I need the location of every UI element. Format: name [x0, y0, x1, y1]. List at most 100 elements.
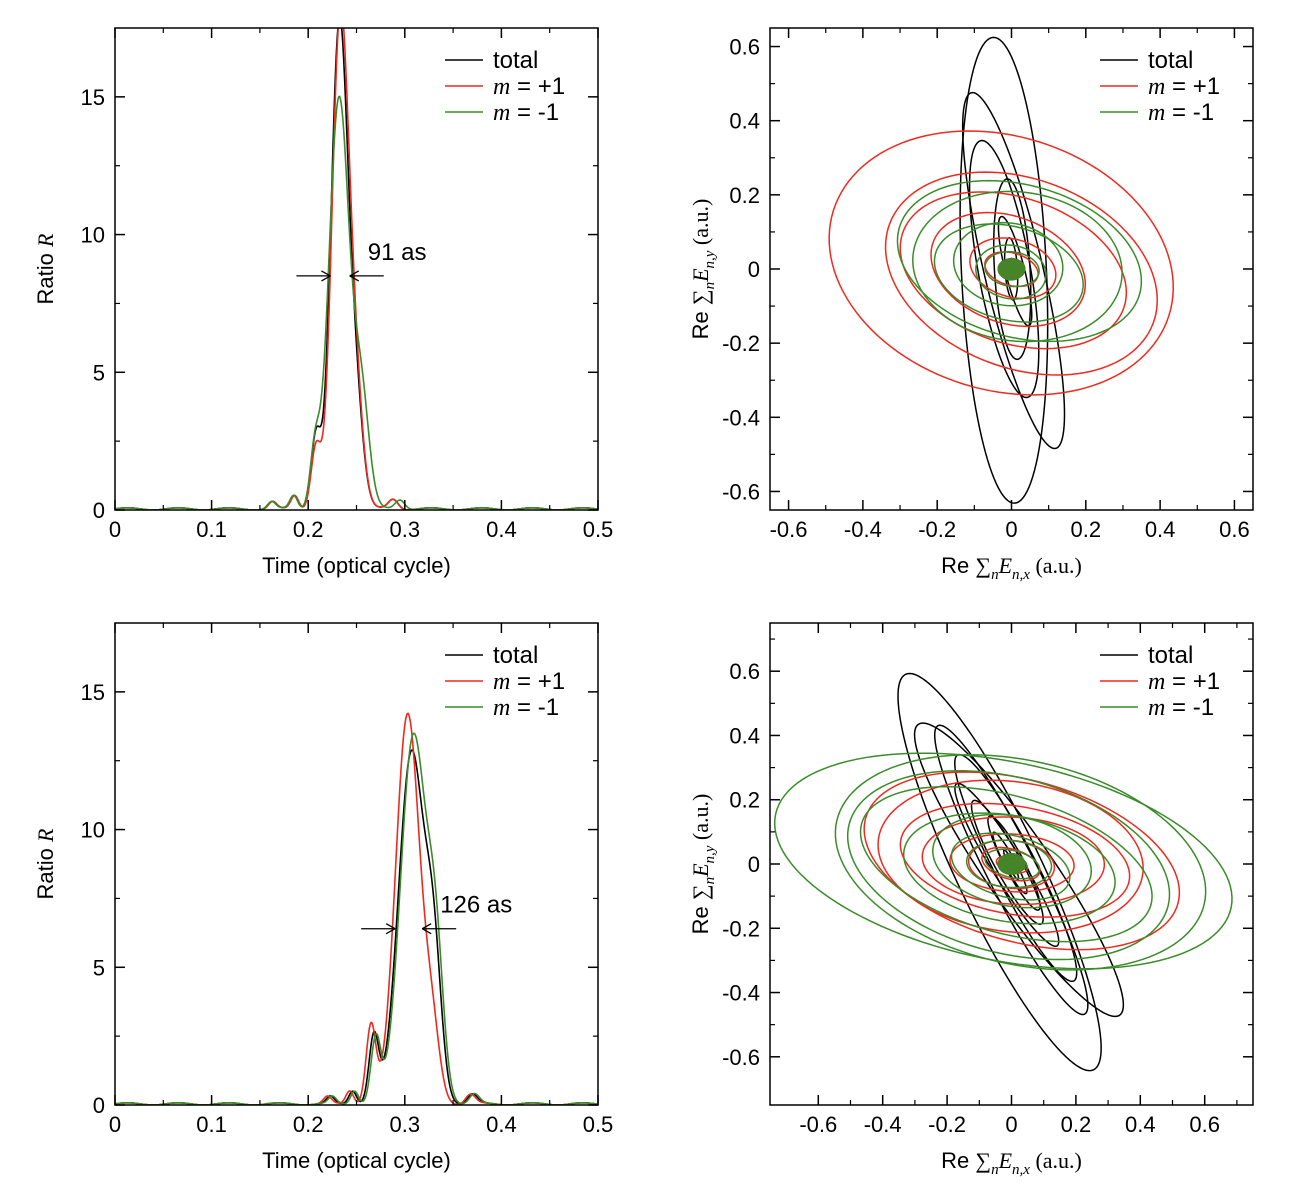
x-label-sub: n: [991, 567, 999, 583]
fwhm-arrowhead-left: [321, 270, 331, 282]
y-tick-label: 10: [81, 818, 105, 843]
legend-var: m: [1148, 695, 1165, 721]
x-label-unit: (a.u.): [1030, 553, 1082, 578]
ellipse-ring: [863, 771, 1181, 951]
x-label-text: Re: [941, 1148, 975, 1173]
x-tick-label: 0.2: [1061, 1112, 1092, 1137]
y-axis-label: Ratio R: [33, 828, 58, 899]
ellipse-ring: [899, 802, 1131, 918]
x-tick-label: -0.2: [928, 1112, 966, 1137]
ellipse-ring: [834, 754, 1207, 971]
y-label-sub: n: [702, 877, 718, 885]
ellipse-ring: [961, 91, 1066, 450]
center-blob: [997, 853, 1026, 875]
y-tick-label: 0: [748, 852, 760, 877]
y-label-sub: n: [702, 282, 718, 290]
legend-var: m: [493, 695, 510, 721]
legend-label: m = +1: [1148, 668, 1220, 695]
y-tick-label: 5: [93, 955, 105, 980]
y-label-var: E: [688, 863, 713, 878]
legend-val: = +1: [1165, 668, 1220, 695]
x-tick-label: 0: [1005, 517, 1017, 542]
x-label-var: E: [998, 1148, 1013, 1173]
x-tick-label: 0.6: [1219, 517, 1250, 542]
legend-label: m = -1: [493, 99, 559, 126]
legend-label: m = +1: [493, 73, 565, 100]
ellipse-ring: [992, 178, 1032, 361]
fwhm-arrowhead-right: [421, 923, 432, 935]
x-tick-label: 0: [1005, 1112, 1017, 1137]
x-tick-label: 0.4: [1145, 517, 1176, 542]
y-axis-label: Re ∑nEn,y (a.u.): [688, 199, 718, 340]
y-tick-label: 10: [81, 223, 105, 248]
legend-val: = +1: [510, 73, 565, 100]
x-tick-label: -0.2: [918, 517, 956, 542]
series-line-m1: [115, 732, 598, 1105]
legend-var: m: [493, 100, 510, 126]
legend-label: m = +1: [1148, 73, 1220, 100]
plot-area: [773, 672, 1233, 1072]
x-tick-label: 0.1: [196, 1112, 227, 1137]
y-tick-label: 5: [93, 360, 105, 385]
y-tick-label: 15: [81, 680, 105, 705]
x-tick-label: 0.4: [1125, 1112, 1156, 1137]
legend-val: = -1: [1165, 694, 1214, 721]
ellipse-ring: [952, 221, 1064, 307]
y-label-var: E: [688, 268, 713, 283]
x-tick-label: 0.3: [390, 1112, 421, 1137]
x-tick-label: 0.5: [583, 1112, 614, 1137]
x-label-sub: n: [991, 1162, 999, 1178]
fwhm-annotation: 126 as: [440, 892, 512, 919]
ellipse-ring: [828, 130, 1174, 396]
ellipse-ring: [912, 190, 1123, 343]
center-blob: [997, 258, 1026, 280]
legend-var: m: [1148, 100, 1165, 126]
y-label-sub: n,y: [702, 250, 718, 268]
fwhm-annotation: 91 as: [368, 239, 427, 266]
ellipse-ring: [949, 833, 1075, 893]
y-label-unit: (a.u.): [688, 794, 713, 846]
y-label-text: Re: [688, 900, 713, 934]
x-label-text: Re: [941, 553, 975, 578]
ellipse-ring: [921, 816, 1106, 906]
x-label-sub: n,x: [1012, 567, 1030, 583]
ellipse-ring: [896, 179, 1143, 343]
series-line-m1: [115, 712, 598, 1105]
series-line-total: [115, 749, 598, 1105]
ellipse-ring: [987, 815, 1041, 911]
legend-var: m: [493, 669, 510, 695]
ellipse-ring: [967, 839, 1056, 890]
chart-bottom-left: 0 0.1 0.2 0.3 0.4 0.5 0 5 10 15 Time (optical cycl…: [33, 622, 614, 1173]
y-axis-label: Re ∑nEn,y (a.u.): [688, 794, 718, 935]
legend-label: m = -1: [493, 694, 559, 721]
y-label-var: R: [33, 233, 58, 248]
chart-top-right: -0.6 -0.4 -0.2 0 0.2 0.4 0.6 -0.6 -0.4 -0.2 0 0.2 0.…: [688, 27, 1254, 583]
legend-val: = +1: [1165, 73, 1220, 100]
x-tick-label: -0.6: [799, 1112, 837, 1137]
y-label-unit: (a.u.): [688, 199, 713, 251]
y-tick-label: -0.6: [722, 1045, 760, 1070]
ellipse-ring: [930, 211, 1087, 328]
legend-val: = -1: [510, 99, 559, 126]
legend-var: m: [1148, 74, 1165, 100]
y-tick-label: -0.2: [722, 916, 760, 941]
legend-label: m = -1: [1148, 694, 1214, 721]
x-tick-label: 0.6: [1189, 1112, 1220, 1137]
x-tick-label: 0.5: [583, 517, 614, 542]
ellipse-ring: [884, 171, 1159, 376]
y-axis-label: Ratio R: [33, 233, 58, 304]
plot-area: [115, 712, 598, 1105]
y-label-text: Ratio: [33, 247, 58, 304]
ellipse-ring: [984, 251, 1040, 288]
x-axis-label: Re ∑nEn,x (a.u.): [941, 553, 1082, 583]
chart-bottom-right: -0.6 -0.4 -0.2 0 0.2 0.4 0.6 -0.6 -0.4 -0.2 0 0.2 0.…: [688, 622, 1254, 1178]
y-tick-label: 0: [93, 498, 105, 523]
series-line-m1: [115, 95, 598, 510]
y-tick-label: 0.2: [729, 183, 760, 208]
legend-val: = -1: [1165, 99, 1214, 126]
legend-label: m = -1: [1148, 99, 1214, 126]
x-tick-label: -0.4: [864, 1112, 902, 1137]
y-tick-label: -0.6: [722, 479, 760, 504]
y-label-sub: n,y: [702, 845, 718, 863]
